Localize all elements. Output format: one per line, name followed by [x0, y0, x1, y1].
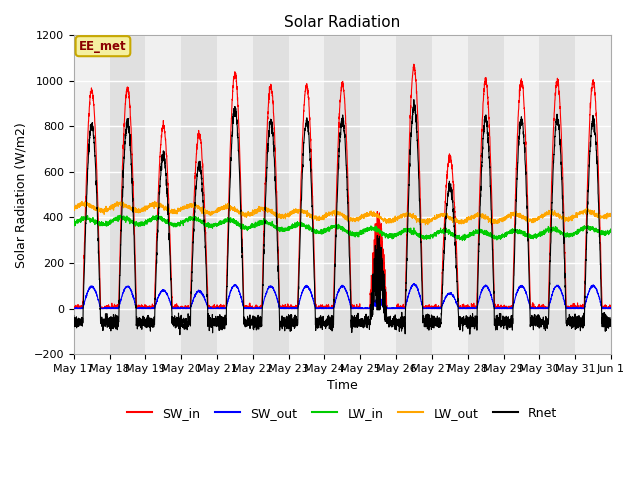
Line: SW_out: SW_out: [74, 284, 611, 309]
Bar: [74, 36, 109, 354]
SW_out: [607, 306, 614, 312]
LW_in: [433, 230, 441, 236]
Bar: [253, 36, 289, 354]
Line: SW_in: SW_in: [74, 64, 611, 309]
LW_out: [433, 214, 441, 220]
Line: LW_in: LW_in: [74, 215, 611, 240]
LW_in: [493, 235, 501, 241]
Bar: [504, 36, 540, 354]
SW_out: [463, 305, 470, 311]
LW_out: [463, 215, 470, 220]
Rnet: [433, 320, 441, 326]
LW_out: [422, 222, 429, 228]
LW_out: [166, 208, 174, 214]
Bar: [181, 36, 217, 354]
Bar: [145, 36, 181, 354]
Line: Rnet: Rnet: [74, 100, 611, 335]
LW_out: [151, 198, 159, 204]
Bar: [468, 36, 504, 354]
SW_out: [493, 306, 501, 312]
Bar: [396, 36, 432, 354]
Rnet: [493, 312, 501, 318]
LW_in: [323, 227, 330, 233]
LW_in: [607, 227, 615, 233]
SW_in: [166, 242, 174, 248]
Bar: [540, 36, 575, 354]
Rnet: [70, 312, 77, 318]
SW_in: [410, 61, 418, 67]
Bar: [575, 36, 611, 354]
Bar: [289, 36, 324, 354]
SW_in: [433, 304, 441, 310]
LW_in: [607, 229, 614, 235]
SW_in: [463, 306, 470, 312]
SW_out: [433, 306, 441, 312]
Rnet: [607, 315, 615, 321]
Y-axis label: Solar Radiation (W/m2): Solar Radiation (W/m2): [15, 122, 28, 267]
Rnet: [323, 317, 330, 323]
LW_out: [323, 214, 330, 219]
SW_out: [323, 306, 330, 312]
LW_out: [70, 206, 77, 212]
Rnet: [166, 261, 174, 267]
Bar: [109, 36, 145, 354]
LW_in: [463, 234, 470, 240]
LW_in: [70, 221, 77, 227]
Bar: [432, 36, 468, 354]
Bar: [360, 36, 396, 354]
Line: LW_out: LW_out: [74, 201, 611, 225]
LW_in: [166, 221, 174, 227]
LW_in: [116, 212, 124, 218]
SW_out: [410, 281, 418, 287]
SW_in: [607, 304, 614, 310]
SW_out: [166, 300, 174, 306]
LW_out: [493, 219, 501, 225]
LW_in: [458, 238, 466, 243]
LW_out: [607, 212, 614, 218]
LW_out: [607, 214, 615, 219]
Rnet: [463, 323, 470, 328]
Bar: [324, 36, 360, 354]
Title: Solar Radiation: Solar Radiation: [284, 15, 401, 30]
SW_in: [70, 306, 77, 312]
SW_out: [70, 306, 78, 312]
SW_in: [493, 305, 501, 311]
Text: EE_met: EE_met: [79, 40, 127, 53]
SW_out: [70, 305, 77, 311]
SW_out: [607, 306, 615, 312]
X-axis label: Time: Time: [327, 379, 358, 392]
Legend: SW_in, SW_out, LW_in, LW_out, Rnet: SW_in, SW_out, LW_in, LW_out, Rnet: [122, 402, 563, 425]
Rnet: [607, 322, 614, 327]
SW_in: [323, 305, 330, 311]
Bar: [217, 36, 253, 354]
Rnet: [410, 97, 418, 103]
Rnet: [176, 332, 184, 337]
SW_in: [607, 304, 615, 310]
